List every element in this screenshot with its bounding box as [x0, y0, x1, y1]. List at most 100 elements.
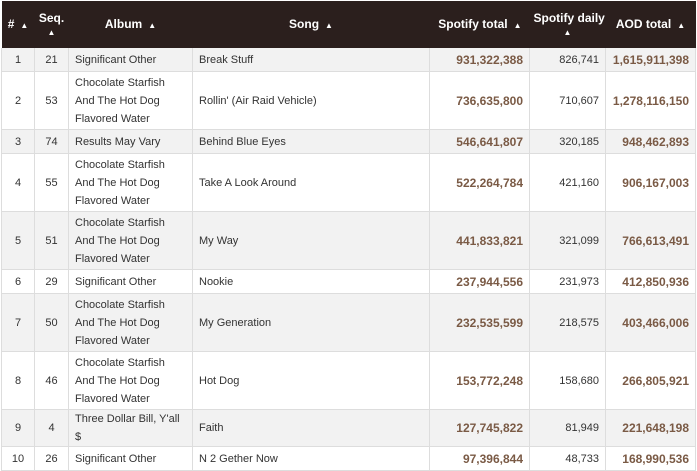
- cell-album: Chocolate Starfish And The Hot Dog Flavo…: [68, 71, 193, 130]
- sort-up-icon: ▲: [677, 20, 686, 30]
- header-index-label: #: [7, 16, 15, 31]
- header-seq[interactable]: Seq. ▲: [34, 1, 69, 48]
- header-seq-label: Seq.: [38, 11, 65, 25]
- cell-aod-total: 766,613,491: [605, 211, 696, 270]
- table-row: 5 51 Chocolate Starfish And The Hot Dog …: [1, 211, 696, 270]
- cell-spotify-daily: 320,185: [529, 129, 606, 154]
- cell-seq: 4: [34, 409, 69, 447]
- cell-song: Nookie: [192, 269, 430, 294]
- cell-index: 10: [1, 446, 35, 471]
- cell-aod-total: 906,167,003: [605, 153, 696, 212]
- cell-aod-total: 1,615,911,398: [605, 48, 696, 72]
- table-row: 6 29 Significant Other Nookie 237,944,55…: [1, 269, 696, 294]
- header-spotify-total-label: Spotify total: [438, 16, 508, 31]
- cell-spotify-daily: 158,680: [529, 351, 606, 410]
- header-aod-total-label: AOD total: [615, 16, 672, 31]
- cell-album: Chocolate Starfish And The Hot Dog Flavo…: [68, 153, 193, 212]
- cell-seq: 74: [34, 129, 69, 154]
- cell-spotify-total: 153,772,248: [429, 351, 530, 410]
- cell-song: Faith: [192, 409, 430, 447]
- cell-spotify-total: 97,396,844: [429, 446, 530, 471]
- cell-aod-total: 1,278,116,150: [605, 71, 696, 130]
- cell-aod-total: 948,462,893: [605, 129, 696, 154]
- header-spotify-daily[interactable]: Spotify daily ▲: [529, 1, 606, 48]
- cell-spotify-daily: 321,099: [529, 211, 606, 270]
- header-song[interactable]: Song ▲: [192, 1, 430, 48]
- cell-song: Take A Look Around: [192, 153, 430, 212]
- sort-up-icon: ▲: [20, 20, 29, 30]
- cell-album: Results May Vary: [68, 129, 193, 154]
- cell-index: 2: [1, 71, 35, 130]
- header-aod-total[interactable]: AOD total ▲: [605, 1, 696, 48]
- header-song-label: Song: [289, 16, 320, 31]
- cell-seq: 55: [34, 153, 69, 212]
- cell-spotify-total: 237,944,556: [429, 269, 530, 294]
- sort-up-icon: ▲: [47, 28, 56, 37]
- cell-index: 4: [1, 153, 35, 212]
- table-row: 2 53 Chocolate Starfish And The Hot Dog …: [1, 71, 696, 130]
- table-row: 9 4 Three Dollar Bill, Y'all $ Faith 127…: [1, 409, 696, 447]
- cell-seq: 26: [34, 446, 69, 471]
- cell-seq: 50: [34, 293, 69, 352]
- table-row: 8 46 Chocolate Starfish And The Hot Dog …: [1, 351, 696, 410]
- cell-index: 9: [1, 409, 35, 447]
- cell-album: Three Dollar Bill, Y'all $: [68, 409, 193, 447]
- header-spotify-total[interactable]: Spotify total ▲: [429, 1, 530, 48]
- cell-spotify-total: 546,641,807: [429, 129, 530, 154]
- cell-spotify-total: 127,745,822: [429, 409, 530, 447]
- cell-album: Significant Other: [68, 269, 193, 294]
- sort-up-icon: ▲: [325, 20, 333, 30]
- table-row: 3 74 Results May Vary Behind Blue Eyes 5…: [1, 129, 696, 154]
- cell-aod-total: 168,990,536: [605, 446, 696, 471]
- cell-index: 8: [1, 351, 35, 410]
- cell-index: 6: [1, 269, 35, 294]
- table-row: 7 50 Chocolate Starfish And The Hot Dog …: [1, 293, 696, 352]
- cell-album: Chocolate Starfish And The Hot Dog Flavo…: [68, 293, 193, 352]
- cell-aod-total: 221,648,198: [605, 409, 696, 447]
- cell-index: 7: [1, 293, 35, 352]
- cell-seq: 29: [34, 269, 69, 294]
- cell-aod-total: 266,805,921: [605, 351, 696, 410]
- cell-spotify-daily: 48,733: [529, 446, 606, 471]
- header-album-label: Album: [104, 16, 143, 31]
- cell-aod-total: 403,466,006: [605, 293, 696, 352]
- cell-song: Hot Dog: [192, 351, 430, 410]
- cell-aod-total: 412,850,936: [605, 269, 696, 294]
- sort-up-icon: ▲: [563, 28, 572, 37]
- cell-spotify-total: 522,264,784: [429, 153, 530, 212]
- cell-album: Significant Other: [68, 48, 193, 72]
- cell-index: 1: [1, 48, 35, 72]
- table-row: 10 26 Significant Other N 2 Gether Now 9…: [1, 446, 696, 471]
- cell-album: Chocolate Starfish And The Hot Dog Flavo…: [68, 211, 193, 270]
- cell-spotify-total: 441,833,821: [429, 211, 530, 270]
- cell-album: Significant Other: [68, 446, 193, 471]
- cell-spotify-daily: 231,973: [529, 269, 606, 294]
- cell-song: My Generation: [192, 293, 430, 352]
- cell-seq: 21: [34, 48, 69, 72]
- header-row: # ▲ Seq. ▲ Album ▲ Song ▲ Spotify total ▲ Sp…: [1, 1, 696, 48]
- header-album[interactable]: Album ▲: [68, 1, 193, 48]
- cell-song: Rollin' (Air Raid Vehicle): [192, 71, 430, 130]
- cell-spotify-daily: 710,607: [529, 71, 606, 130]
- cell-song: Behind Blue Eyes: [192, 129, 430, 154]
- sort-up-icon: ▲: [513, 20, 522, 30]
- cell-index: 5: [1, 211, 35, 270]
- cell-song: Break Stuff: [192, 48, 430, 72]
- table-row: 4 55 Chocolate Starfish And The Hot Dog …: [1, 153, 696, 212]
- cell-spotify-total: 232,535,599: [429, 293, 530, 352]
- cell-spotify-daily: 218,575: [529, 293, 606, 352]
- header-spotify-daily-label: Spotify daily: [533, 11, 605, 25]
- table-row: 1 21 Significant Other Break Stuff 931,3…: [1, 48, 696, 72]
- cell-song: N 2 Gether Now: [192, 446, 430, 471]
- cell-spotify-daily: 421,160: [529, 153, 606, 212]
- cell-seq: 51: [34, 211, 69, 270]
- cell-album: Chocolate Starfish And The Hot Dog Flavo…: [68, 351, 193, 410]
- cell-index: 3: [1, 129, 35, 154]
- cell-seq: 46: [34, 351, 69, 410]
- cell-spotify-total: 736,635,800: [429, 71, 530, 130]
- cell-song: My Way: [192, 211, 430, 270]
- header-index[interactable]: # ▲: [1, 1, 35, 48]
- cell-spotify-total: 931,322,388: [429, 48, 530, 72]
